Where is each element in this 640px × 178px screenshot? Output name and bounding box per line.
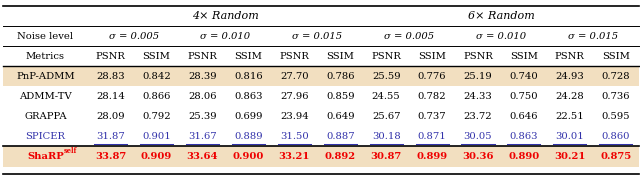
Text: 28.14: 28.14 [96, 92, 125, 101]
Text: σ = 0.005: σ = 0.005 [109, 32, 159, 41]
Text: 0.740: 0.740 [509, 72, 538, 81]
Text: 23.72: 23.72 [464, 112, 492, 121]
Text: 30.87: 30.87 [371, 152, 402, 161]
Text: PSNR: PSNR [463, 52, 493, 61]
Text: 24.55: 24.55 [372, 92, 401, 101]
Text: 31.67: 31.67 [188, 132, 217, 141]
Text: σ = 0.010: σ = 0.010 [476, 32, 526, 41]
Text: 33.87: 33.87 [95, 152, 126, 161]
Text: 0.776: 0.776 [418, 72, 446, 81]
Text: 0.901: 0.901 [142, 132, 171, 141]
Text: 28.09: 28.09 [97, 112, 125, 121]
Text: ShaRP: ShaRP [27, 152, 64, 161]
Text: 0.860: 0.860 [602, 132, 630, 141]
Text: 0.646: 0.646 [509, 112, 538, 121]
Text: 23.94: 23.94 [280, 112, 308, 121]
Text: 0.859: 0.859 [326, 92, 355, 101]
Text: ADMM-TV: ADMM-TV [19, 92, 72, 101]
Text: Metrics: Metrics [26, 52, 65, 61]
Text: PSNR: PSNR [280, 52, 309, 61]
Text: SSIM: SSIM [326, 52, 354, 61]
Text: 33.64: 33.64 [187, 152, 218, 161]
Text: 27.70: 27.70 [280, 72, 308, 81]
Text: self: self [63, 147, 77, 155]
Text: 0.909: 0.909 [141, 152, 172, 161]
Text: 0.871: 0.871 [418, 132, 447, 141]
Text: σ = 0.005: σ = 0.005 [384, 32, 434, 41]
Text: 30.36: 30.36 [462, 152, 493, 161]
Text: 28.06: 28.06 [188, 92, 217, 101]
Text: 0.728: 0.728 [602, 72, 630, 81]
Text: 0.737: 0.737 [418, 112, 446, 121]
Text: 28.39: 28.39 [188, 72, 217, 81]
Text: 0.736: 0.736 [602, 92, 630, 101]
Text: 30.18: 30.18 [372, 132, 401, 141]
Text: 0.899: 0.899 [417, 152, 447, 161]
Text: PSNR: PSNR [188, 52, 218, 61]
Text: 0.863: 0.863 [509, 132, 538, 141]
Text: 25.19: 25.19 [463, 72, 492, 81]
Text: 0.892: 0.892 [324, 152, 356, 161]
Text: 0.863: 0.863 [234, 92, 262, 101]
Text: 0.792: 0.792 [142, 112, 171, 121]
Text: SSIM: SSIM [234, 52, 262, 61]
Text: GRAPPA: GRAPPA [24, 112, 67, 121]
Text: 0.595: 0.595 [602, 112, 630, 121]
Text: 0.889: 0.889 [234, 132, 262, 141]
Text: 0.649: 0.649 [326, 112, 355, 121]
Text: SSIM: SSIM [418, 52, 446, 61]
Text: 0.900: 0.900 [233, 152, 264, 161]
Text: 0.866: 0.866 [142, 92, 171, 101]
Bar [3, 146, 639, 167]
Text: 24.33: 24.33 [463, 92, 492, 101]
Text: PnP-ADMM: PnP-ADMM [16, 72, 75, 81]
Text: 25.39: 25.39 [188, 112, 217, 121]
Text: PSNR: PSNR [371, 52, 401, 61]
Text: 27.96: 27.96 [280, 92, 308, 101]
Text: SPICER: SPICER [26, 132, 65, 141]
Text: σ = 0.015: σ = 0.015 [292, 32, 342, 41]
Bar [3, 66, 639, 86]
Text: 33.21: 33.21 [278, 152, 310, 161]
Text: 0.786: 0.786 [326, 72, 355, 81]
Text: 28.83: 28.83 [97, 72, 125, 81]
Text: 0.842: 0.842 [142, 72, 171, 81]
Text: 31.87: 31.87 [96, 132, 125, 141]
Text: 0.699: 0.699 [234, 112, 262, 121]
Text: σ = 0.010: σ = 0.010 [200, 32, 250, 41]
Text: 0.782: 0.782 [418, 92, 446, 101]
Text: 30.21: 30.21 [554, 152, 586, 161]
Text: 24.93: 24.93 [556, 72, 584, 81]
Text: 25.59: 25.59 [372, 72, 401, 81]
Text: 30.01: 30.01 [556, 132, 584, 141]
Text: 0.816: 0.816 [234, 72, 262, 81]
Text: 25.67: 25.67 [372, 112, 401, 121]
Text: PSNR: PSNR [555, 52, 585, 61]
Text: 0.890: 0.890 [508, 152, 540, 161]
Text: σ = 0.015: σ = 0.015 [568, 32, 618, 41]
Text: 6× Random: 6× Random [468, 11, 534, 21]
Text: 0.750: 0.750 [509, 92, 538, 101]
Text: 31.50: 31.50 [280, 132, 308, 141]
Text: SSIM: SSIM [602, 52, 630, 61]
Text: 30.05: 30.05 [464, 132, 492, 141]
Text: 0.875: 0.875 [600, 152, 632, 161]
Text: SSIM: SSIM [510, 52, 538, 61]
Text: PSNR: PSNR [96, 52, 125, 61]
Text: 24.28: 24.28 [556, 92, 584, 101]
Text: 4× Random: 4× Random [192, 11, 259, 21]
Text: Noise level: Noise level [17, 32, 74, 41]
Text: SSIM: SSIM [143, 52, 170, 61]
Text: 0.887: 0.887 [326, 132, 355, 141]
Text: 22.51: 22.51 [556, 112, 584, 121]
